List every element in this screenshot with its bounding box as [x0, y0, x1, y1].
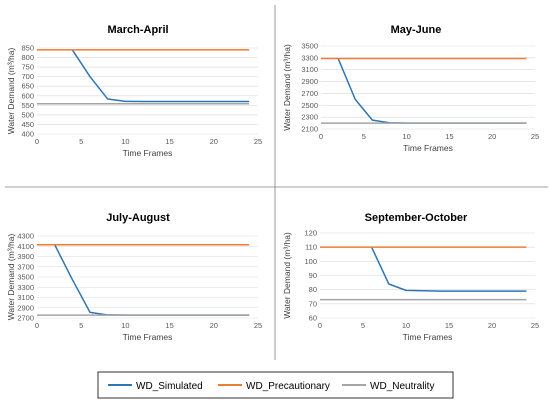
- chart-panel: March-April 40045050055060065070075080085…: [6, 24, 262, 158]
- chart-title: September-October: [365, 212, 468, 224]
- y-tick-label: 500: [21, 110, 34, 119]
- y-tick-label: 450: [21, 120, 34, 129]
- legend-label-simulated: WD_Simulated: [136, 381, 203, 392]
- y-tick-label: 80: [309, 285, 317, 294]
- y-tick-label: 800: [21, 53, 34, 62]
- legend-label-precautionary: WD_Precautionary: [246, 381, 330, 392]
- chart-panel: July-August27002900310033003500370039004…: [6, 212, 262, 342]
- x-axis-label: Time Frames: [123, 332, 173, 342]
- y-tick-label: 4300: [17, 232, 34, 241]
- y-tick-label: 2900: [17, 303, 34, 312]
- y-tick-label: 850: [21, 44, 34, 53]
- x-tick-label: 20: [488, 132, 496, 141]
- y-tick-label: 700: [21, 72, 34, 81]
- y-tick-label: 60: [309, 314, 317, 323]
- y-tick-label: 100: [304, 257, 317, 266]
- x-tick-label: 25: [531, 132, 539, 141]
- y-tick-label: 3700: [17, 262, 34, 271]
- x-tick-label: 10: [402, 321, 410, 330]
- y-tick-label: 2300: [301, 113, 318, 122]
- y-tick-label: 2700: [301, 89, 318, 98]
- y-tick-label: 3300: [301, 53, 318, 62]
- legend-label-neutrality: WD_Neutrality: [370, 381, 434, 392]
- chart-title: May-June: [391, 24, 442, 36]
- x-tick-label: 10: [402, 132, 410, 141]
- y-tick-label: 3500: [17, 273, 34, 282]
- y-tick-label: 3900: [17, 252, 34, 261]
- y-tick-label: 120: [304, 229, 317, 238]
- chart-panel: September-October 60 70 80 90 100 110 120 0 5 10 15…: [282, 212, 539, 342]
- x-tick-label: 0: [35, 137, 39, 146]
- y-axis-label: Water Demand (m³/ha): [6, 234, 16, 321]
- series-line: [71, 49, 250, 103]
- y-axis-label: Water Demand (m³/ha): [6, 48, 16, 135]
- y-tick-label: 4100: [17, 242, 34, 251]
- x-tick-label: 0: [35, 321, 39, 330]
- x-tick-label: 5: [361, 321, 365, 330]
- x-tick-label: 5: [362, 132, 366, 141]
- x-tick-label: 10: [121, 137, 129, 146]
- chart-title: July-August: [106, 212, 170, 224]
- x-tick-label: 20: [210, 137, 218, 146]
- y-tick-label: 3500: [301, 42, 318, 51]
- y-tick-label: 2900: [301, 77, 318, 86]
- y-tick-label: 3300: [17, 283, 34, 292]
- y-axis-label: Water Demand (m³/ha): [282, 232, 292, 319]
- x-axis-label: Time Frames: [403, 332, 453, 342]
- x-tick-label: 25: [531, 321, 539, 330]
- y-tick-label: 2500: [301, 101, 318, 110]
- series-line: [370, 246, 527, 292]
- y-tick-label: 750: [21, 63, 34, 72]
- x-tick-label: 0: [318, 321, 322, 330]
- x-tick-label: 15: [445, 321, 453, 330]
- x-tick-label: 5: [79, 137, 83, 146]
- series-line: [54, 244, 250, 316]
- y-tick-label: 3100: [301, 65, 318, 74]
- x-tick-label: 15: [165, 321, 173, 330]
- series-line: [337, 58, 527, 124]
- x-tick-label: 5: [79, 321, 83, 330]
- y-tick-label: 2100: [301, 125, 318, 134]
- legend-box: [97, 371, 454, 399]
- y-tick-label: 2700: [17, 314, 34, 323]
- y-tick-label: 3100: [17, 293, 34, 302]
- chart-title: March-April: [107, 24, 168, 36]
- x-tick-label: 0: [319, 132, 323, 141]
- y-axis-label: Water Demand (m³/ha): [282, 44, 292, 131]
- x-tick-label: 25: [254, 137, 262, 146]
- y-tick-label: 650: [21, 82, 34, 91]
- y-tick-label: 400: [21, 130, 34, 139]
- y-tick-label: 600: [21, 91, 34, 100]
- y-tick-label: 110: [305, 243, 317, 252]
- x-axis-label: Time Frames: [403, 143, 453, 153]
- x-tick-label: 15: [445, 132, 453, 141]
- legend: WD_Simulated WD_Precautionary WD_Neutral…: [97, 371, 454, 399]
- x-tick-label: 20: [488, 321, 496, 330]
- x-tick-label: 25: [254, 321, 262, 330]
- y-tick-label: 70: [309, 299, 317, 308]
- x-tick-label: 10: [121, 321, 129, 330]
- chart-panel: May-June 2100 2300 2500 2700 2900 3100 3300 3500…: [282, 24, 539, 153]
- x-axis-label: Time Frames: [123, 148, 173, 158]
- x-tick-label: 15: [165, 137, 173, 146]
- y-tick-label: 550: [21, 101, 34, 110]
- x-tick-label: 20: [210, 321, 218, 330]
- y-tick-label: 90: [309, 271, 317, 280]
